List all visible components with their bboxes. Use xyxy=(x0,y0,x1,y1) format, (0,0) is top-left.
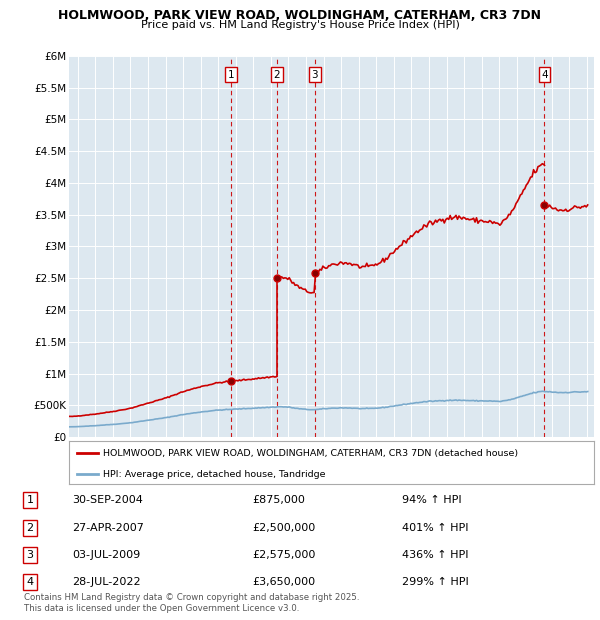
Text: 3: 3 xyxy=(311,70,318,80)
Text: HOLMWOOD, PARK VIEW ROAD, WOLDINGHAM, CATERHAM, CR3 7DN: HOLMWOOD, PARK VIEW ROAD, WOLDINGHAM, CA… xyxy=(59,9,542,22)
Text: £3,650,000: £3,650,000 xyxy=(252,577,315,587)
Text: 2: 2 xyxy=(274,70,280,80)
Text: £875,000: £875,000 xyxy=(252,495,305,505)
Text: Contains HM Land Registry data © Crown copyright and database right 2025.
This d: Contains HM Land Registry data © Crown c… xyxy=(24,593,359,613)
Text: 436% ↑ HPI: 436% ↑ HPI xyxy=(402,550,469,560)
Text: £2,500,000: £2,500,000 xyxy=(252,523,315,533)
Text: 4: 4 xyxy=(541,70,548,80)
Text: 401% ↑ HPI: 401% ↑ HPI xyxy=(402,523,469,533)
Text: 1: 1 xyxy=(228,70,235,80)
Text: 30-SEP-2004: 30-SEP-2004 xyxy=(72,495,143,505)
Text: 28-JUL-2022: 28-JUL-2022 xyxy=(72,577,140,587)
Text: HPI: Average price, detached house, Tandridge: HPI: Average price, detached house, Tand… xyxy=(103,470,326,479)
Text: 2: 2 xyxy=(26,523,34,533)
Text: 03-JUL-2009: 03-JUL-2009 xyxy=(72,550,140,560)
Text: 94% ↑ HPI: 94% ↑ HPI xyxy=(402,495,461,505)
Text: 27-APR-2007: 27-APR-2007 xyxy=(72,523,144,533)
Text: Price paid vs. HM Land Registry's House Price Index (HPI): Price paid vs. HM Land Registry's House … xyxy=(140,20,460,30)
Text: 4: 4 xyxy=(26,577,34,587)
Text: 1: 1 xyxy=(26,495,34,505)
Text: £2,575,000: £2,575,000 xyxy=(252,550,316,560)
Text: 299% ↑ HPI: 299% ↑ HPI xyxy=(402,577,469,587)
Text: HOLMWOOD, PARK VIEW ROAD, WOLDINGHAM, CATERHAM, CR3 7DN (detached house): HOLMWOOD, PARK VIEW ROAD, WOLDINGHAM, CA… xyxy=(103,449,518,458)
Text: 3: 3 xyxy=(26,550,34,560)
